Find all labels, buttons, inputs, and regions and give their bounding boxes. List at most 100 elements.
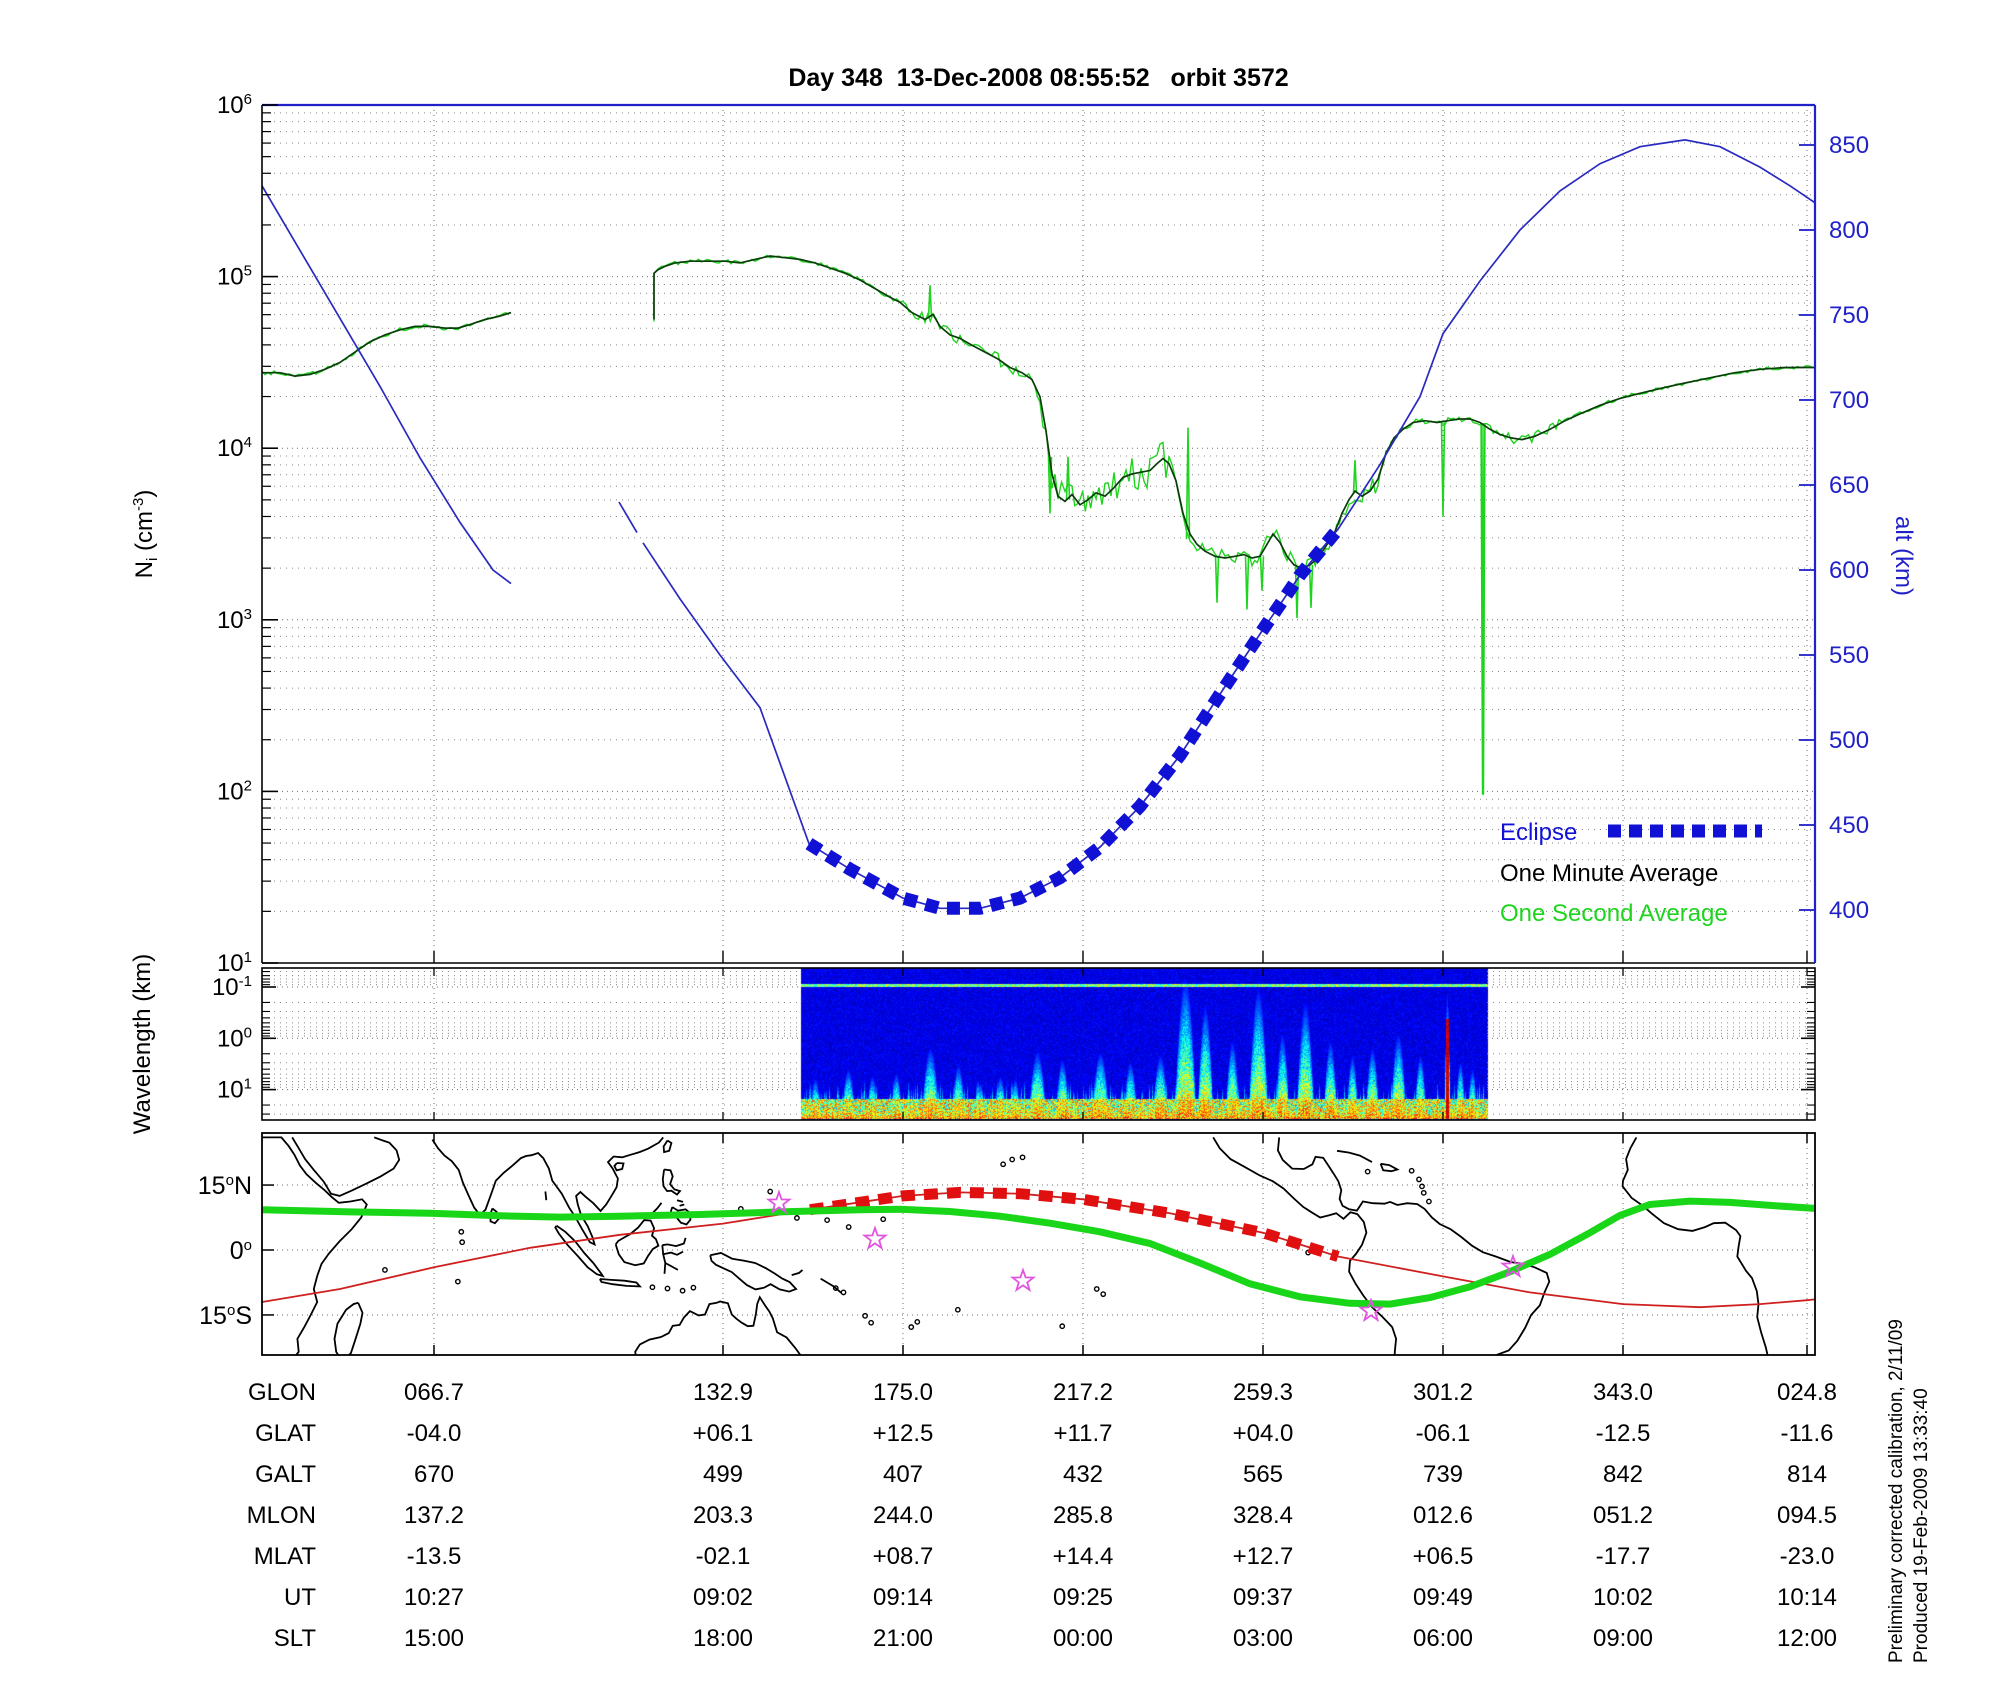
coastline (613, 1162, 625, 1172)
one-second-average-spike (1440, 422, 1446, 517)
latitude-tick-label: 15oS (199, 1302, 252, 1330)
table-cell-value: 217.2 (1053, 1379, 1113, 1406)
table-cell-value: -06.1 (1416, 1420, 1471, 1447)
alt-axis-tick-label: 800 (1829, 217, 1869, 244)
table-row-label: GLAT (255, 1420, 316, 1447)
wavelength-axis-tick-label: 10-1 (212, 973, 252, 1001)
table-cell-value: 499 (703, 1461, 743, 1488)
table-cell-value: +12.5 (873, 1420, 934, 1447)
one-second-average-spike (1244, 556, 1250, 610)
coastline (1276, 1137, 1551, 1355)
coastline (431, 1136, 664, 1247)
altitude-line (642, 139, 1815, 910)
footer-calibration-note: Preliminary corrected calibration, 2/11/… (1886, 1319, 1907, 1663)
table-row: GALT 670 499 407 432 565 739 842 814 (255, 1461, 1827, 1488)
table-cell-value: 259.3 (1233, 1379, 1293, 1406)
table-row-label: MLAT (254, 1543, 317, 1570)
one-second-average-spike (1214, 556, 1220, 603)
table-cell-value: 814 (1787, 1461, 1827, 1488)
island-dot (1019, 1154, 1026, 1161)
one-second-average-spike (1047, 456, 1053, 514)
one-second-average-spike (1480, 424, 1486, 795)
one-second-average-spike (1352, 460, 1358, 493)
panel1-frame (261, 103, 1817, 964)
island-dot (1000, 1161, 1007, 1168)
table-cell-value: 15:00 (404, 1625, 464, 1652)
table-cell-value: 244.0 (873, 1502, 933, 1529)
table-cell-value: 175.0 (873, 1379, 933, 1406)
island-dot (1364, 1168, 1371, 1175)
wavelength-spectrogram-heatmap (262, 968, 1815, 1120)
ground-track-eclipse-line (809, 1186, 1340, 1262)
alt-axis-tick-label: 650 (1829, 472, 1869, 499)
table-cell-value: -23.0 (1780, 1543, 1835, 1570)
island-dot (649, 1284, 656, 1291)
island-dot (679, 1287, 686, 1294)
alt-axis-tick-label: 750 (1829, 302, 1869, 329)
map-content (262, 1136, 1815, 1355)
table-cell-value: 21:00 (873, 1625, 933, 1652)
coastline (676, 1199, 684, 1203)
table-cell-value: 285.8 (1053, 1502, 1113, 1529)
equator-crossing-star (861, 1225, 889, 1251)
density-axis-title: Ni (cm-3) (130, 490, 161, 579)
one-second-average-spike (927, 285, 933, 318)
alt-axis-tick-label: 550 (1829, 642, 1869, 669)
table-cell-value: +08.7 (873, 1543, 934, 1570)
footer-produced-note: Produced 19-Feb-2009 13:33:40 (1911, 1388, 1932, 1663)
wavelength-axis-title: Wavelength (km) (129, 954, 156, 1135)
coastline (544, 1191, 548, 1201)
table-cell-value: 18:00 (693, 1625, 753, 1652)
table-cell-value: -17.7 (1596, 1543, 1651, 1570)
island-dot (1100, 1291, 1107, 1298)
equator-crossing-star (765, 1189, 793, 1215)
coastline (709, 1252, 798, 1293)
table-row: SLT 15:00 18:00 21:00 00:00 03:00 06:00 09:00 12… (274, 1625, 1837, 1652)
equator-crossing-star (1499, 1253, 1527, 1279)
table-row: MLON 137.2 203.3 244.0 285.8 328.4 012.6 051.2 0… (247, 1502, 1837, 1529)
island-dot (845, 1224, 852, 1230)
coastline (599, 1278, 642, 1288)
alt-axis-title: alt (km) (1890, 516, 1917, 596)
island-dot (458, 1228, 465, 1235)
table-cell-value: -02.1 (696, 1543, 751, 1570)
table-cell-value: 10:14 (1777, 1584, 1837, 1611)
table-cell-value: 565 (1243, 1461, 1283, 1488)
island-dot (767, 1188, 774, 1195)
panel1-curves (262, 139, 1815, 915)
island-dot (1059, 1323, 1066, 1330)
legend-eclipse-label: Eclipse (1500, 819, 1577, 846)
wavelength-axis-tick-label: 100 (217, 1024, 252, 1052)
island-dot (1093, 1286, 1100, 1292)
table-cell-value: -13.5 (407, 1543, 462, 1570)
one-second-average-spike (1308, 564, 1314, 608)
plot-title: Day 348 13-Dec-2008 08:55:52 orbit 3572 (788, 64, 1289, 92)
table-cell-value: 066.7 (404, 1379, 464, 1406)
table-cell-value: 094.5 (1777, 1502, 1837, 1529)
table-row-label: GLON (248, 1379, 316, 1406)
island-dot (914, 1318, 921, 1325)
table-cell-value: 328.4 (1233, 1502, 1293, 1529)
latitude-tick-label: 15oN (198, 1172, 252, 1200)
island-dot (1419, 1183, 1425, 1190)
coastline (662, 1139, 673, 1154)
table-cell-value: 06:00 (1413, 1625, 1473, 1652)
panel1-grid (262, 105, 1815, 963)
coastline (791, 1269, 804, 1276)
table-cell-value: +04.0 (1233, 1420, 1294, 1447)
coastline (333, 1301, 364, 1355)
table-row-label: SLT (274, 1625, 317, 1652)
density-axis-tick-label: 101 (217, 949, 252, 977)
table-cell-value: 09:49 (1413, 1584, 1473, 1611)
coastline (679, 1203, 685, 1207)
island-dot (832, 1285, 839, 1292)
island-dot (459, 1239, 466, 1246)
table-cell-value: +14.4 (1053, 1543, 1114, 1570)
island-dot (868, 1319, 875, 1326)
table-cell-value: 024.8 (1777, 1379, 1837, 1406)
wavelength-panel: 10-1 100 101 Wavelength (km) (129, 954, 1816, 1135)
coastline (664, 1262, 679, 1271)
panel2-frame (261, 967, 1816, 1121)
island-dot (862, 1312, 868, 1319)
table-row: MLAT -13.5 -02.1 +08.7 +14.4 +12.7 +06.5 -17.7 -… (254, 1543, 1835, 1570)
